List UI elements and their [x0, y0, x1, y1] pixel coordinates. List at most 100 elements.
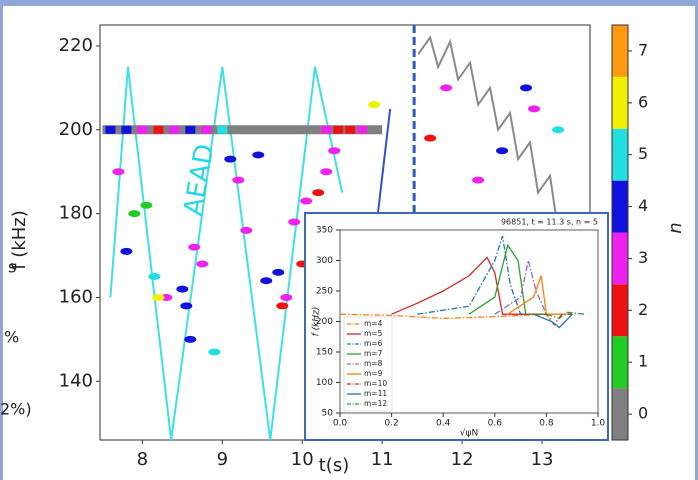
series-line [417, 35, 568, 273]
band-segment [345, 125, 356, 134]
colorbar-tick-label: 5 [638, 144, 648, 163]
x-tick-label: 0.6 [488, 418, 503, 428]
point [528, 105, 541, 113]
band-segment [217, 125, 228, 134]
legend-label: m=7 [364, 349, 383, 358]
point [140, 201, 153, 209]
colorbar-tick-label: 0 [638, 404, 648, 423]
fragment: 2%) [0, 400, 32, 419]
inset-title: 96851, t = 11.3 s, n = 5 [501, 218, 598, 227]
colorbar-tick-label: 6 [638, 92, 648, 111]
point [176, 285, 189, 293]
x-tick-label: 0.2 [384, 418, 398, 428]
x-tick-label: 0.4 [436, 418, 451, 428]
x-tick-label: 11 [371, 449, 394, 470]
top-bar [0, 0, 698, 6]
band-segment [201, 125, 212, 134]
colorbar-cell [612, 76, 628, 129]
x-axis-label: t(s) [319, 455, 349, 476]
series-line [507, 275, 560, 315]
colorbar-tick-label: 7 [638, 40, 648, 59]
point [288, 218, 301, 226]
colorbar-tick-label: 1 [638, 352, 648, 371]
point [552, 126, 565, 134]
legend-label: m=11 [364, 389, 387, 398]
band-segment [233, 125, 244, 134]
x-tick-label: 0.0 [333, 418, 348, 428]
point [184, 335, 197, 343]
x-tick-label: 10 [291, 449, 314, 470]
point [440, 84, 453, 92]
band-segment [333, 125, 344, 134]
point [328, 147, 341, 155]
y-tick-label: 50 [322, 409, 334, 419]
point [152, 293, 165, 301]
series-line [391, 256, 547, 315]
y-tick-label: 180 [59, 203, 93, 224]
x-tick-label: 8 [137, 449, 148, 470]
point [312, 189, 325, 197]
colorbar-cell [612, 232, 628, 285]
y-tick-label: 200 [59, 119, 93, 140]
colorbar-cell [612, 25, 628, 77]
legend-label: m=8 [364, 359, 383, 368]
band-segment [137, 125, 148, 134]
point [300, 197, 313, 205]
point [120, 247, 133, 255]
point [520, 84, 533, 92]
band-segment [105, 125, 116, 134]
point [112, 168, 125, 176]
x-tick-label: 0.8 [539, 418, 554, 428]
legend-label: m=12 [364, 399, 387, 408]
y-tick-label: 200 [316, 317, 333, 327]
y-tick-label: 250 [316, 287, 333, 297]
point [424, 134, 437, 142]
band-segment [321, 125, 332, 134]
y-tick-label: 300 [316, 256, 333, 266]
inset-y-label: f (kHz) [312, 307, 322, 337]
point [180, 302, 193, 310]
point [240, 226, 253, 234]
inset-x-label: √ψN [460, 428, 478, 439]
y-tick-label: 100 [316, 378, 333, 388]
series-line [109, 66, 344, 441]
legend-label: m=10 [364, 379, 387, 388]
point [148, 273, 161, 281]
band-segment [185, 125, 196, 134]
y-tick-label: 350 [316, 226, 333, 236]
point [320, 168, 333, 176]
band-segment [169, 125, 180, 134]
x-tick-label: 13 [531, 449, 554, 470]
y-tick-label: 150 [316, 348, 333, 358]
point [188, 243, 201, 251]
legend-box [343, 316, 393, 412]
x-tick-label: 9 [217, 449, 228, 470]
point [252, 151, 265, 159]
y-tick-label: 140 [59, 370, 93, 391]
legend-label: m=9 [364, 369, 383, 378]
legend-label: m=6 [364, 339, 383, 348]
point [472, 176, 485, 184]
colorbar-cell [612, 388, 628, 440]
colorbar-label: n [665, 222, 686, 233]
point [208, 348, 221, 356]
x-tick-label: 1.0 [591, 418, 606, 428]
left-bar [0, 0, 3, 480]
point [224, 155, 237, 163]
band-segment [357, 125, 368, 134]
point [496, 147, 509, 155]
x-tick-label: 12 [451, 449, 474, 470]
colorbar-tick-label: 3 [638, 248, 648, 267]
band-segment [121, 125, 132, 134]
right-bar [695, 0, 698, 480]
point [280, 293, 293, 301]
colorbar-cell [612, 128, 628, 181]
band-segment [153, 125, 164, 134]
y-tick-label: 220 [59, 35, 93, 56]
fragment: s [8, 258, 16, 277]
y-axis-label: f (kHz) [9, 210, 30, 270]
colorbar-tick-label: 4 [638, 196, 648, 215]
colorbar-tick-label: 2 [638, 300, 648, 319]
